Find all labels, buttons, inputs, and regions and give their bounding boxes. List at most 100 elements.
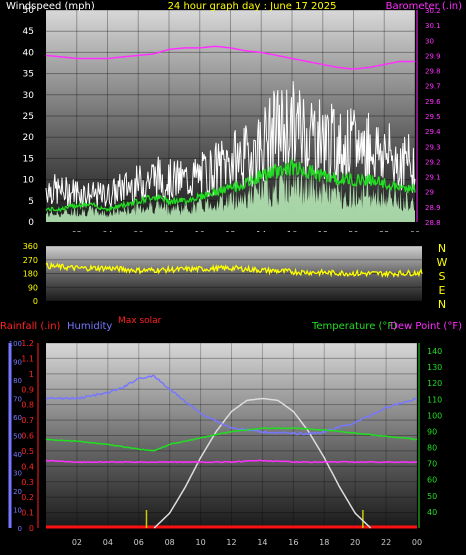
temp-tick-label: 60 xyxy=(427,476,437,485)
rain-tick-label: 0.2 xyxy=(21,493,34,502)
humidity-tick-label: 90 xyxy=(13,359,22,367)
x-tick-label: 00 xyxy=(410,230,420,232)
rain-tick-label: 0.1 xyxy=(21,509,34,518)
y-tick-label: 270 xyxy=(23,256,38,265)
compass-label: W xyxy=(437,256,448,269)
x-tick-label: 06 xyxy=(134,538,144,547)
rain-tick-label: 0.8 xyxy=(21,401,34,410)
y2-tick-label: 29.4 xyxy=(425,128,441,136)
wind-barometer-chart: 0 5 10 15 20 25 30 35 40 45 50 02 04 06 08 10 12 14 16 18 20… xyxy=(6,1,462,232)
x-tick-label: 10 xyxy=(195,538,205,547)
x-tick-label: 02 xyxy=(72,230,82,232)
y2-tick-label: 30.1 xyxy=(425,22,441,30)
temp-tick-label: 70 xyxy=(427,460,437,469)
humidity-tick-label: 10 xyxy=(13,507,22,515)
humidity-tick-label: 0 xyxy=(18,525,22,533)
compass-label: N xyxy=(438,242,446,255)
wind-average-line xyxy=(45,158,416,213)
y-axis-title: Windspeed (mph) xyxy=(6,1,95,12)
humidity-tick-label: 80 xyxy=(13,377,22,385)
y-tick-label: 40 xyxy=(23,48,35,58)
rain-tick-label: 0.3 xyxy=(21,478,34,487)
x-tick-label: 04 xyxy=(102,230,112,232)
y-tick-label: 30 xyxy=(23,91,35,101)
legend-dew-point: Dew Point (°F) xyxy=(390,321,462,332)
temp-tick-label: 100 xyxy=(427,411,442,420)
rain-tick-label: 0.5 xyxy=(21,447,34,456)
y2-tick-label: 29.5 xyxy=(425,113,441,121)
temperature-humidity-rain-chart: Rainfall (.in) Humidity Max solar Temperatu… xyxy=(0,316,462,547)
x-tick-label: 18 xyxy=(318,230,328,232)
humidity-tick-label: 40 xyxy=(13,451,22,459)
y2-tick-label: 29.1 xyxy=(425,174,441,182)
y-tick-label: 180 xyxy=(23,270,38,279)
y2-tick-label: 29.6 xyxy=(425,98,441,106)
legend-rainfall: Rainfall (.in) xyxy=(0,321,61,332)
y2-tick-label: 29.7 xyxy=(425,83,441,91)
x-tick-label: 06 xyxy=(133,230,143,232)
rain-tick-label: 0 xyxy=(29,524,34,533)
humidity-tick-label: 70 xyxy=(13,396,22,404)
compass-label: N xyxy=(438,298,446,310)
rain-tick-label: 0.6 xyxy=(21,432,34,441)
x-tick-label: 14 xyxy=(257,538,267,547)
humidity-tick-label: 60 xyxy=(13,414,22,422)
compass-label: S xyxy=(439,270,446,283)
x-tick-label: 10 xyxy=(195,230,205,232)
x-tick-label: 16 xyxy=(288,538,298,547)
x-tick-label: 12 xyxy=(226,538,236,547)
plot-area xyxy=(46,246,422,301)
rain-tick-label: 1 xyxy=(29,370,34,379)
y2-tick-label: 29.8 xyxy=(425,68,441,76)
y-tick-label: 20 xyxy=(23,133,35,143)
temp-tick-label: 130 xyxy=(427,363,442,372)
y2-tick-label: 29.9 xyxy=(425,52,441,60)
y2-axis-title: Barometer (.in) xyxy=(386,1,462,12)
temp-tick-label: 50 xyxy=(427,492,437,501)
temp-tick-label: 140 xyxy=(427,347,442,356)
x-tick-label: 00 xyxy=(412,538,422,547)
y2-tick-label: 30.2 xyxy=(425,7,441,15)
rain-tick-label: 0.7 xyxy=(21,416,34,425)
y2-tick-label: 30 xyxy=(425,37,434,45)
x-tick-label: 18 xyxy=(319,538,329,547)
temp-tick-label: 80 xyxy=(427,444,437,453)
y2-tick-label: 28.8 xyxy=(425,219,441,227)
x-tick-label: 16 xyxy=(287,230,297,232)
temp-tick-label: 120 xyxy=(427,379,442,388)
compass-label: E xyxy=(439,284,446,297)
wind-direction-line xyxy=(45,261,423,278)
dew-point-line xyxy=(45,459,418,464)
x-tick-label: 22 xyxy=(381,538,391,547)
y-tick-label: 45 xyxy=(23,27,34,37)
rain-tick-label: 0.4 xyxy=(21,462,34,471)
y-tick-label: 360 xyxy=(23,242,38,251)
legend-max-solar: Max solar xyxy=(118,316,162,326)
barometer-line xyxy=(45,45,415,70)
legend-temperature: Temperature (°F) xyxy=(311,321,397,332)
y-tick-label: 0 xyxy=(33,297,38,306)
x-tick-label: 14 xyxy=(256,230,266,232)
x-tick-label: 12 xyxy=(225,230,235,232)
x-tick-label: 02 xyxy=(72,538,82,547)
rain-tick-label: 1.1 xyxy=(21,354,34,363)
y2-tick-label: 29.2 xyxy=(425,158,441,166)
temp-tick-label: 110 xyxy=(427,395,442,404)
y-tick-label: 25 xyxy=(23,112,34,122)
y-tick-label: 50 xyxy=(23,6,35,16)
y-tick-label: 90 xyxy=(28,283,38,292)
chart-title: 24 hour graph day : June 17 2025 xyxy=(168,1,337,12)
y-tick-label: 5 xyxy=(28,197,34,207)
y2-tick-label: 29.3 xyxy=(425,143,441,151)
humidity-tick-label: 100 xyxy=(9,340,22,348)
y2-tick-label: 29 xyxy=(425,189,434,197)
x-tick-label: 20 xyxy=(348,230,358,232)
temp-tick-label: 90 xyxy=(427,427,437,436)
y-tick-label: 10 xyxy=(23,176,35,186)
humidity-line xyxy=(45,374,418,436)
rain-tick-label: 1.2 xyxy=(21,339,34,348)
humidity-tick-label: 20 xyxy=(13,488,22,496)
plot-area xyxy=(46,343,417,528)
